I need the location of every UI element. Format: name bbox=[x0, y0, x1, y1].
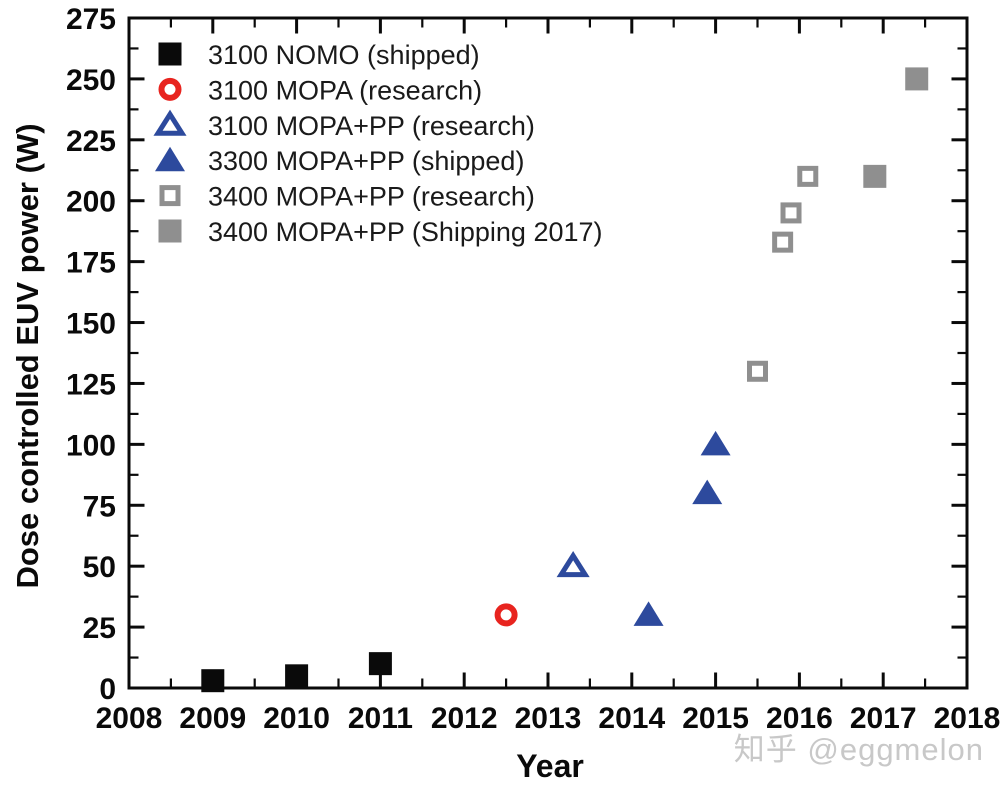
y-tick-label: 275 bbox=[66, 3, 116, 36]
data-point-series-0 bbox=[201, 669, 225, 693]
data-point-series-4 bbox=[780, 202, 802, 224]
y-tick-label: 225 bbox=[66, 125, 116, 158]
x-tick-label: 2015 bbox=[682, 702, 749, 735]
x-tick-label: 2008 bbox=[96, 702, 163, 735]
legend-label-0: 3100 NOMO (shipped) bbox=[208, 40, 480, 70]
x-tick-label: 2014 bbox=[598, 702, 665, 735]
legend-symbol-5 bbox=[158, 219, 182, 243]
x-tick-label: 2016 bbox=[766, 702, 833, 735]
y-tick-label: 125 bbox=[66, 368, 116, 401]
legend-label-2: 3100 MOPA+PP (research) bbox=[208, 111, 535, 141]
data-point-series-2 bbox=[556, 551, 590, 578]
legend-symbol-0 bbox=[158, 42, 182, 66]
y-tick-label: 100 bbox=[66, 429, 116, 462]
data-point-series-4 bbox=[747, 360, 768, 382]
legend-label-3: 3300 MOPA+PP (shipped) bbox=[208, 146, 524, 176]
legend-symbol-2 bbox=[153, 109, 187, 136]
y-tick-label: 50 bbox=[83, 551, 116, 584]
legend-label-5: 3400 MOPA+PP (Shipping 2017) bbox=[208, 217, 603, 247]
y-tick-label: 150 bbox=[66, 308, 116, 341]
data-point-series-0 bbox=[285, 664, 309, 688]
y-tick-label: 200 bbox=[66, 186, 116, 219]
legend-symbol-3 bbox=[155, 146, 185, 172]
y-axis-title: Dose controlled EUV power (W) bbox=[10, 123, 45, 589]
y-tick-label: 25 bbox=[83, 612, 116, 645]
x-tick-label: 2012 bbox=[431, 702, 498, 735]
data-point-series-5 bbox=[905, 67, 929, 91]
y-tick-label: 0 bbox=[99, 673, 116, 706]
y-tick-label: 175 bbox=[66, 247, 116, 280]
data-point-series-3 bbox=[692, 479, 723, 505]
plot-border bbox=[127, 16, 969, 690]
x-tick-label: 2013 bbox=[515, 702, 582, 735]
x-tick-label: 2010 bbox=[263, 702, 330, 735]
legend-symbol-4 bbox=[159, 185, 181, 207]
y-tick-label: 75 bbox=[83, 490, 116, 523]
legend-label-1: 3100 MOPA (research) bbox=[208, 75, 482, 105]
data-point-series-4 bbox=[797, 165, 819, 187]
data-point-series-0 bbox=[368, 652, 392, 676]
data-point-series-3 bbox=[633, 601, 664, 626]
data-point-series-5 bbox=[863, 164, 887, 188]
x-tick-label: 2011 bbox=[348, 702, 413, 735]
data-point-series-3 bbox=[700, 430, 731, 456]
data-point-series-1 bbox=[494, 603, 518, 627]
x-tick-label: 2018 bbox=[934, 702, 1000, 735]
x-tick-label: 2017 bbox=[850, 702, 917, 735]
legend-label-4: 3400 MOPA+PP (research) bbox=[208, 182, 535, 212]
x-axis-title: Year bbox=[516, 748, 584, 784]
data-point-series-4 bbox=[772, 231, 794, 253]
legend-symbol-1 bbox=[158, 77, 182, 101]
y-tick-label: 250 bbox=[66, 64, 116, 97]
x-tick-label: 2009 bbox=[179, 702, 246, 735]
watermark: 知乎 @eggmelon bbox=[733, 732, 984, 767]
